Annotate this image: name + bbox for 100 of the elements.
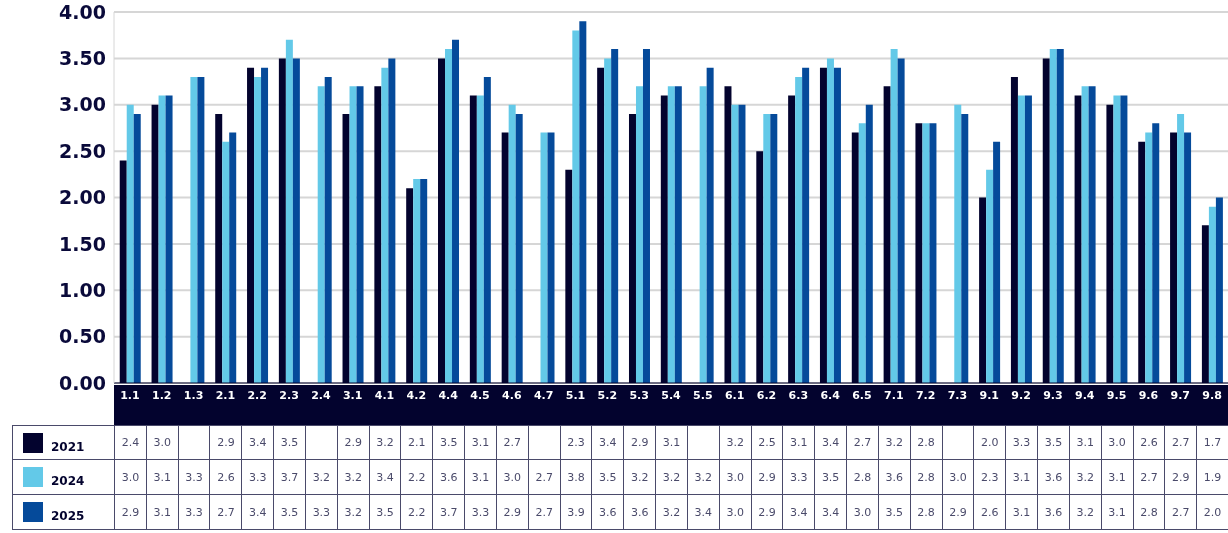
data-label: 2.9 [750,495,783,529]
data-label: 2.7 [527,495,560,529]
bar [1088,86,1096,383]
data-label: 2.8 [909,495,942,529]
data-label: 3.6 [623,495,656,529]
bar [1024,95,1032,383]
bar [833,67,841,383]
data-label: 2.0 [1196,495,1228,529]
data-label: 3.1 [655,426,687,459]
data-label: 2.7 [1164,426,1197,459]
x-tick-label: 4.1 [374,388,395,402]
data-label: 3.3 [177,460,210,494]
bar [961,114,969,383]
bar [642,49,650,383]
legend-label: 2024 [51,474,85,488]
data-label: 3.4 [782,495,815,529]
data-label: 2.8 [909,460,942,494]
bar [1120,95,1128,383]
bar [222,141,230,383]
bar [420,178,428,383]
x-tick-label: 6.3 [788,388,809,402]
data-label: 3.4 [686,495,719,529]
data-label: 3.2 [623,460,656,494]
data-label: 1.9 [1196,460,1228,494]
data-label: 3.2 [1068,495,1101,529]
x-tick-label: 6.2 [756,388,777,402]
bar [604,58,612,383]
data-label: 3.2 [655,495,687,529]
data-label: 2.3 [973,460,1006,494]
data-label: 3.0 [1100,426,1133,459]
bar [388,58,396,383]
bar [706,67,714,383]
data-label: 2.8 [1132,495,1165,529]
bar [795,76,803,383]
x-tick-label: 4.7 [533,388,554,402]
y-tick-label: 0.50 [59,325,106,348]
x-tick-label: 7.3 [947,388,968,402]
data-label: 3.5 [273,495,305,529]
bar [292,58,300,383]
data-label: 2.4 [114,426,146,459]
bar [635,86,643,383]
data-label: 3.0 [941,460,974,494]
x-tick-label: 9.3 [1043,388,1063,402]
bar [1049,49,1057,383]
x-tick-label: 4.4 [438,388,459,402]
data-label: 3.0 [114,460,146,494]
data-label: 3.1 [145,460,178,494]
data-label: 3.3 [241,460,274,494]
data-label: 3.1 [1068,426,1101,459]
bar [190,76,198,383]
bar [858,123,866,383]
bar [922,123,930,383]
bar [349,86,357,383]
bar [731,104,739,383]
data-label: 2.9 [495,495,528,529]
legend-label: 2021 [51,439,85,454]
data-label: 2.9 [750,460,783,494]
bar [890,49,898,383]
bar [986,169,994,383]
bar [579,21,587,383]
bar [126,104,134,383]
data-label: 3.6 [877,460,910,494]
data-label: 3.0 [718,460,751,494]
bar [1113,95,1121,383]
data-label: 3.2 [655,460,687,494]
y-tick-label: 2.50 [59,139,106,162]
data-label: 3.1 [464,426,496,459]
bar [611,49,619,383]
y-tick-label: 3.00 [59,93,106,116]
data-label: 3.2 [718,426,751,459]
data-label: 2.7 [1164,495,1197,529]
x-tick-label: 6.5 [852,388,872,402]
data-label: 3.0 [846,495,878,529]
data-label: 2.7 [1132,460,1165,494]
bar [738,104,746,383]
data-label: 3.6 [1037,460,1069,494]
x-tick-label: 2.2 [247,388,267,402]
bar [547,132,555,383]
bar [413,178,421,383]
bar [356,86,364,383]
bar [540,132,548,383]
bar [452,39,460,383]
x-tick-label: 4.2 [406,388,427,402]
data-label: 2.7 [209,495,242,529]
data-label: 2.8 [909,426,942,459]
data-label: 2.9 [114,495,146,529]
bar [133,114,141,383]
data-label: 2.7 [527,460,560,494]
bar [476,95,484,383]
bar [667,86,675,383]
data-label: 3.4 [241,495,274,529]
bar [763,114,771,383]
data-label: 3.1 [1100,460,1133,494]
x-tick-label: 5.5 [693,388,713,402]
data-label: 3.5 [273,426,305,459]
x-tick-label: 9.7 [1170,388,1191,402]
data-label: 2.7 [495,426,528,459]
bar [317,86,325,383]
x-tick-label: 9.5 [1106,388,1127,402]
data-label: 2.9 [209,426,242,459]
